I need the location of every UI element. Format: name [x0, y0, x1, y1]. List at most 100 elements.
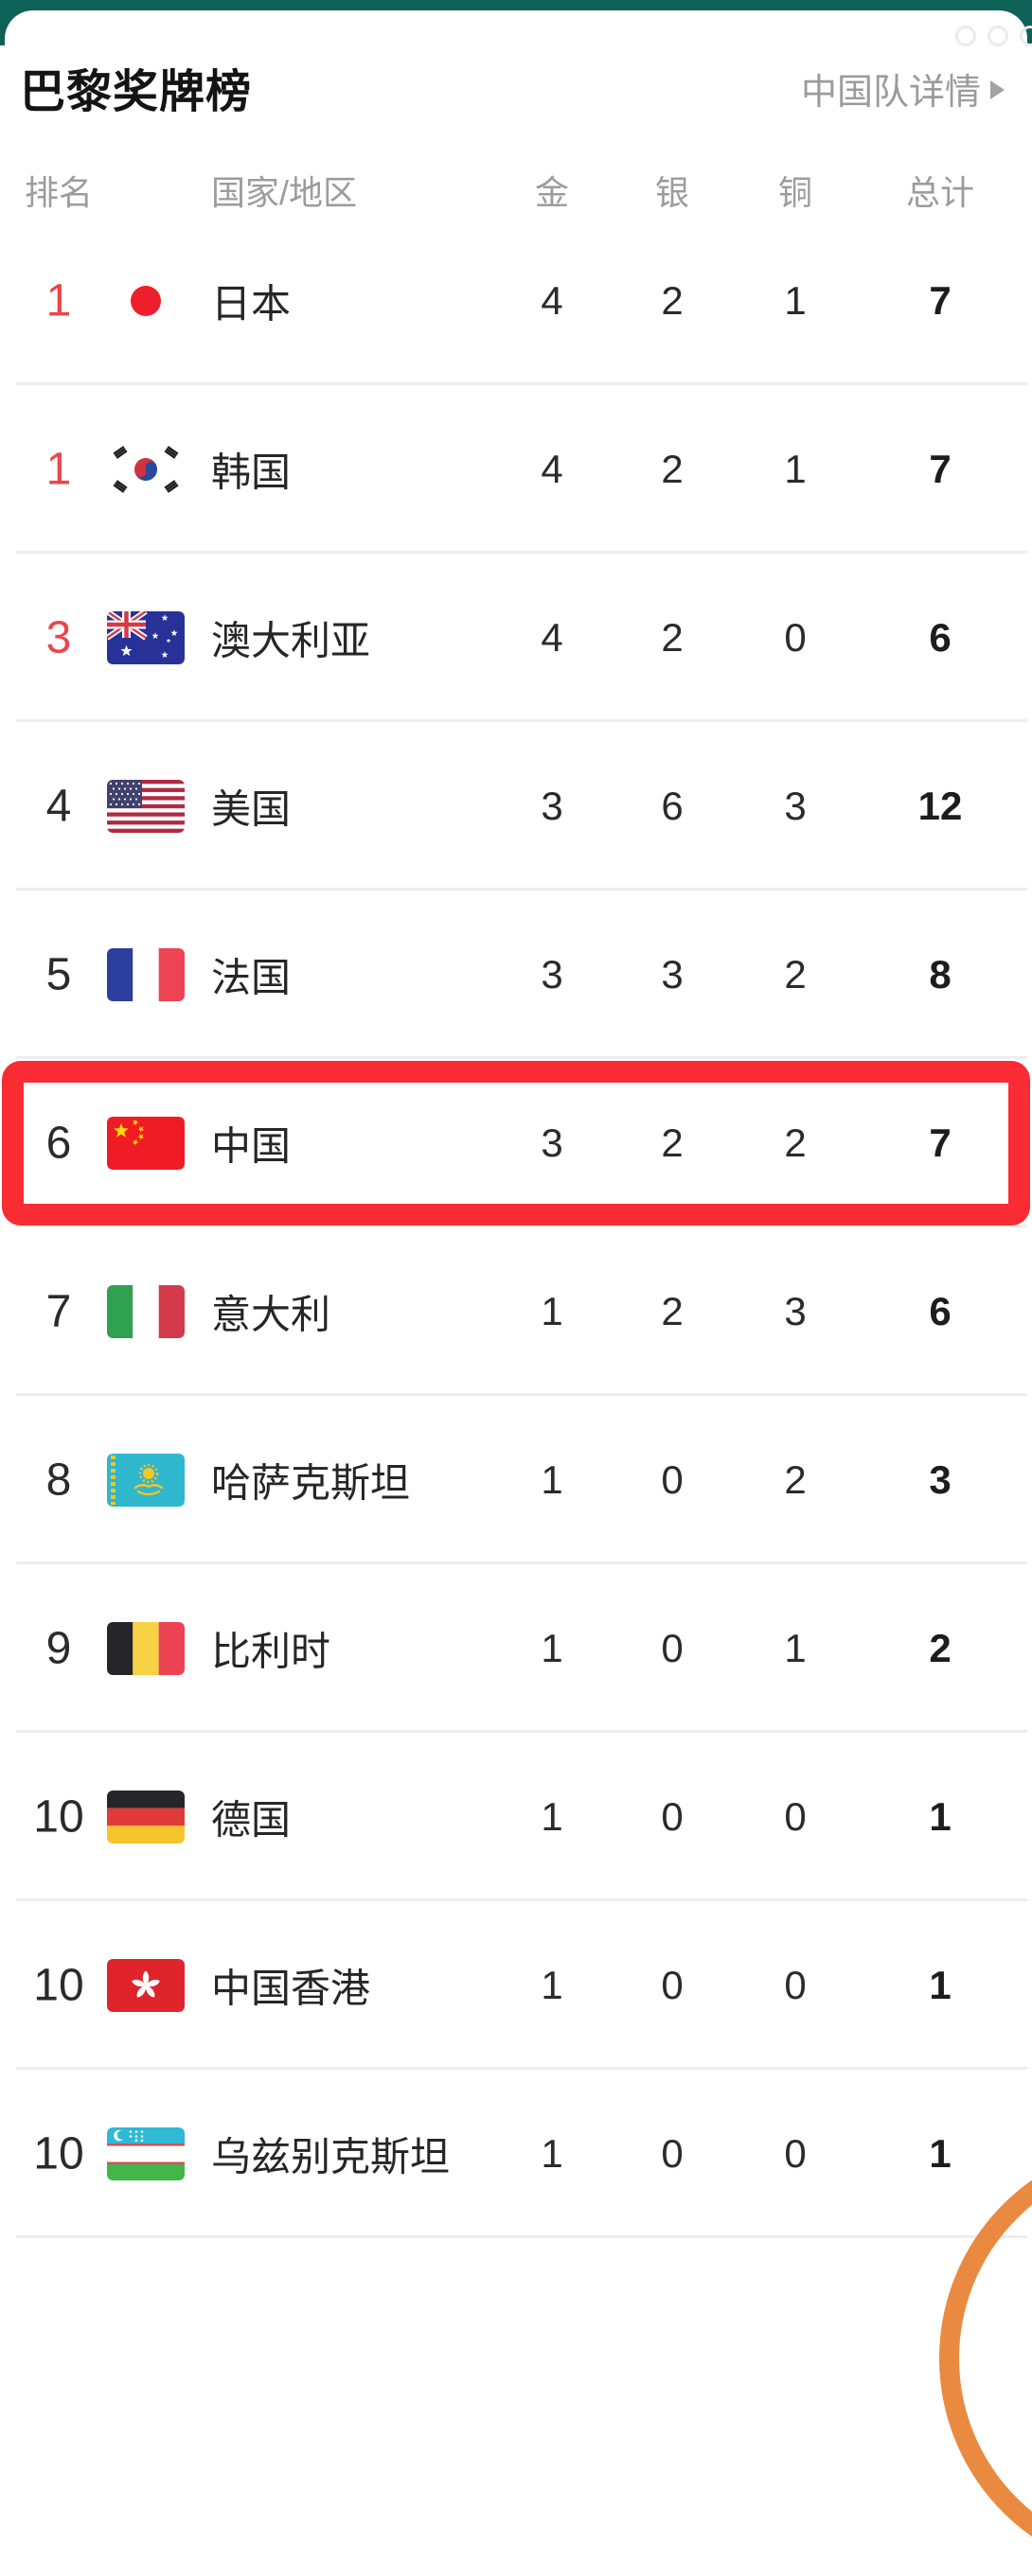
silver-count: 0	[661, 2131, 684, 2176]
flag-australia-icon	[107, 611, 185, 664]
row-divider	[16, 1730, 1027, 1733]
row-divider	[16, 2235, 1027, 2238]
col-header-silver: 银	[654, 173, 689, 212]
gold-count: 1	[541, 1289, 563, 1333]
table-row[interactable]: 1 日本 4 2 1 7	[5, 217, 1027, 385]
total-count: 6	[929, 615, 952, 660]
silver-count: 6	[661, 784, 684, 828]
total-count: 7	[929, 1120, 952, 1165]
col-header-bronze: 铜	[777, 173, 812, 212]
flag-france-icon	[107, 948, 185, 1001]
gold-count: 3	[541, 952, 563, 997]
flag-usa-icon	[107, 780, 185, 833]
gold-count: 1	[541, 1794, 563, 1839]
gold-count: 3	[541, 784, 563, 828]
gold-count: 4	[541, 447, 563, 491]
row-divider	[16, 382, 1027, 385]
total-count: 3	[929, 1457, 952, 1502]
silver-count: 2	[661, 278, 684, 323]
total-count: 1	[929, 1963, 952, 2007]
bronze-count: 0	[784, 615, 807, 660]
country-name: 日本	[211, 281, 292, 326]
rank-value: 9	[45, 1623, 72, 1674]
table-row[interactable]: 1 韩国 4 2 1 7	[5, 385, 1027, 554]
table-header: 排名 国家/地区 金 银 铜 总计	[5, 158, 1027, 217]
row-divider	[16, 1561, 1027, 1564]
table-row[interactable]: 4 美国 3 6 3 12	[5, 722, 1027, 891]
table-row[interactable]: 10 中国香港 1 0 0 1	[5, 1901, 1027, 2070]
country-name: 中国	[211, 1123, 292, 1169]
table-row[interactable]: 5 法国 3 3 2 8	[5, 891, 1027, 1059]
gold-count: 4	[541, 615, 563, 660]
silver-count: 0	[661, 1457, 684, 1502]
bronze-count: 3	[784, 784, 807, 828]
country-name: 意大利	[211, 1292, 331, 1337]
table-row[interactable]: 10 乌兹别克斯坦 1 0 0 1	[5, 2070, 1027, 2238]
country-name: 法国	[211, 955, 292, 1000]
row-divider	[16, 551, 1027, 554]
country-name: 韩国	[211, 450, 292, 495]
col-header-gold: 金	[534, 173, 569, 212]
table-row[interactable]: 8 哈萨克斯坦 1 0 2 3	[5, 1396, 1027, 1564]
row-divider	[16, 2067, 1027, 2070]
three-rings-icon	[955, 26, 1032, 48]
rank-value: 3	[45, 612, 72, 663]
table-row[interactable]: 6 中国 3 2 2 7	[2, 1059, 1030, 1227]
bronze-count: 1	[784, 1626, 807, 1670]
silver-count: 3	[661, 952, 684, 997]
flag-south-korea-icon	[107, 443, 185, 496]
flag-japan-icon	[107, 274, 185, 327]
country-name: 比利时	[211, 1629, 331, 1674]
rank-value: 10	[33, 2128, 84, 2179]
row-divider	[16, 1225, 1027, 1227]
flag-germany-icon	[107, 1791, 185, 1844]
rank-value: 4	[45, 781, 72, 832]
country-name: 哈萨克斯坦	[211, 1460, 411, 1506]
silver-count: 2	[661, 1120, 684, 1165]
rank-value: 8	[45, 1455, 72, 1506]
rank-value: 10	[33, 1960, 84, 2011]
page-title: 巴黎奖牌榜	[20, 67, 253, 117]
country-name: 乌兹别克斯坦	[211, 2134, 451, 2179]
country-name: 美国	[211, 786, 292, 832]
country-name: 中国香港	[211, 1966, 371, 2011]
bronze-count: 0	[784, 1794, 807, 1839]
total-count: 7	[929, 278, 952, 323]
silver-count: 0	[661, 1963, 684, 2007]
col-header-country: 国家/地区	[211, 173, 358, 212]
table-row[interactable]: 10 德国 1 0 0 1	[5, 1733, 1027, 1901]
gold-count: 3	[541, 1120, 563, 1165]
total-count: 6	[929, 1289, 952, 1333]
table-row[interactable]: 9 比利时 1 0 1 2	[5, 1564, 1027, 1733]
flag-italy-icon	[107, 1285, 185, 1338]
rank-value: 1	[45, 444, 72, 495]
china-team-detail-link[interactable]: 中国队详情	[801, 62, 1005, 115]
gold-count: 4	[541, 278, 563, 323]
row-divider	[16, 888, 1027, 891]
bronze-count: 1	[784, 447, 807, 491]
total-count: 1	[929, 2131, 952, 2176]
silver-count: 2	[661, 615, 684, 660]
rank-value: 10	[33, 1791, 84, 1843]
table-row[interactable]: 3 澳大利亚 4 2 0 6	[5, 554, 1027, 722]
ring-icon	[955, 26, 976, 46]
chevron-right-icon	[990, 80, 1005, 99]
silver-count: 2	[661, 447, 684, 491]
flag-uzbekistan-icon	[107, 2127, 185, 2180]
flag-hong-kong-icon	[107, 1959, 185, 2012]
row-divider	[16, 719, 1027, 722]
gold-count: 1	[541, 1963, 563, 2007]
table-row[interactable]: 7 意大利 1 2 3 6	[5, 1227, 1027, 1396]
col-header-total: 总计	[905, 173, 974, 212]
rank-value: 1	[45, 275, 72, 326]
rank-value: 6	[45, 1118, 72, 1169]
card-header: 巴黎奖牌榜 中国队详情	[5, 10, 1027, 143]
row-divider	[16, 1393, 1027, 1396]
rank-value: 7	[45, 1286, 72, 1337]
col-header-rank: 排名	[24, 173, 93, 212]
total-count: 8	[929, 952, 952, 997]
medal-board-card: 巴黎奖牌榜 中国队详情 排名 国家/地区 金 银 铜 总计 1 日本 4 2 1…	[2, 10, 1032, 2238]
country-name: 澳大利亚	[211, 618, 371, 663]
row-divider	[16, 1056, 1027, 1059]
total-count: 7	[929, 447, 952, 491]
